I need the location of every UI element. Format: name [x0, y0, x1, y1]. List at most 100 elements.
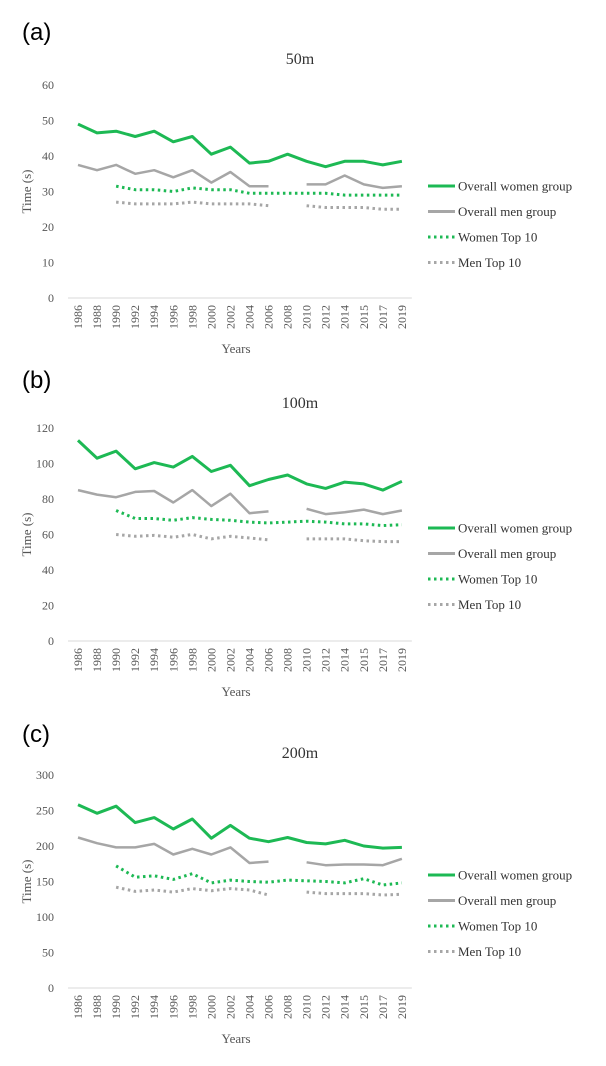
series-line-overall-women-group [76, 439, 403, 492]
y-tick-label: 150 [36, 875, 54, 889]
x-tick-label: 1986 [71, 648, 85, 672]
x-tick-label: 2012 [319, 995, 333, 1019]
y-tick-label: 30 [42, 185, 54, 199]
y-tick-label: 60 [42, 78, 54, 92]
y-axis-label: Time (s) [19, 513, 34, 557]
panel-letter: (c) [22, 721, 50, 748]
x-tick-label: 1998 [185, 648, 199, 672]
x-tick-label: 2019 [395, 305, 409, 329]
x-tick-label: 1992 [128, 648, 142, 672]
y-tick-label: 0 [48, 981, 54, 995]
x-tick-label: 2008 [281, 995, 295, 1019]
x-tick-label: 2019 [395, 995, 409, 1019]
chart-panel-2: (b) 100m 0 20 40 60 80 100 120 Time (s) 1986 1988 19… [19, 367, 572, 699]
panel-letter: (b) [22, 367, 51, 394]
legend-label: Women Top 10 [458, 919, 537, 934]
y-tick-label: 250 [36, 804, 54, 818]
y-tick-label: 20 [42, 220, 54, 234]
y-tick-label: 40 [42, 149, 54, 163]
x-tick-label: 1998 [185, 995, 199, 1019]
x-tick-label: 2012 [319, 648, 333, 672]
series-line-men-top-10 [306, 204, 402, 211]
chart-title: 200m [282, 745, 319, 762]
x-tick-label: 2006 [262, 648, 276, 672]
x-tick-label: 2014 [338, 305, 352, 329]
x-tick-label: 1992 [128, 305, 142, 329]
x-tick-label: 2008 [281, 648, 295, 672]
y-tick-label: 0 [48, 634, 54, 648]
series-line-men-top-10 [115, 533, 269, 542]
y-tick-label: 300 [36, 768, 54, 782]
x-tick-label: 2004 [242, 305, 256, 329]
y-tick-label: 10 [42, 256, 54, 270]
x-tick-label: 2004 [242, 995, 256, 1019]
panel-letter: (a) [22, 19, 51, 46]
x-tick-label: 2015 [357, 305, 371, 329]
series-line-overall-men-group [306, 174, 403, 190]
x-axis-label: Years [221, 684, 250, 699]
x-tick-label: 2015 [357, 648, 371, 672]
series-line-overall-men-group [306, 507, 403, 516]
x-tick-label: 1988 [90, 305, 104, 329]
legend-label: Women Top 10 [458, 572, 537, 587]
x-tick-label: 2012 [319, 305, 333, 329]
x-tick-label: 1996 [166, 648, 180, 672]
x-tick-label: 1998 [185, 305, 199, 329]
y-axis-label: Time (s) [19, 860, 34, 904]
x-tick-label: 2006 [262, 305, 276, 329]
x-tick-label: 2014 [338, 995, 352, 1019]
series-line-overall-women-group [77, 803, 402, 850]
x-tick-label: 2000 [204, 648, 218, 672]
legend-label: Men Top 10 [458, 597, 521, 612]
series-line-men-top-10 [115, 885, 269, 897]
legend-label: Overall women group [458, 521, 572, 536]
x-tick-label: 1994 [147, 995, 161, 1019]
series-line-women-top-10 [115, 864, 403, 887]
chart-panel-1: (a) 50m 0 10 20 30 40 50 60 Time (s) 1986 1988 1990 1… [19, 19, 572, 356]
legend-label: Overall women group [458, 179, 572, 194]
y-tick-label: 100 [36, 910, 54, 924]
series-line-overall-men-group [77, 836, 269, 865]
x-tick-label: 2000 [204, 305, 218, 329]
x-tick-label: 1988 [90, 648, 104, 672]
x-tick-label: 2002 [223, 995, 237, 1019]
x-tick-label: 1986 [71, 305, 85, 329]
x-tick-label: 2010 [300, 305, 314, 329]
series-line-women-top-10 [115, 509, 402, 528]
y-tick-label: 40 [42, 563, 54, 577]
x-tick-label: 2010 [300, 648, 314, 672]
legend-label: Women Top 10 [458, 230, 537, 245]
x-tick-label: 2004 [242, 648, 256, 672]
x-tick-label: 2006 [262, 995, 276, 1019]
y-tick-label: 60 [42, 528, 54, 542]
x-tick-label: 1992 [128, 995, 142, 1019]
x-tick-label: 1986 [71, 995, 85, 1019]
series-line-men-top-10 [115, 200, 269, 208]
x-tick-label: 2017 [376, 305, 390, 329]
x-tick-label: 1990 [109, 995, 123, 1019]
x-tick-label: 2019 [395, 648, 409, 672]
y-tick-label: 50 [42, 114, 54, 128]
series-line-overall-men-group [77, 488, 269, 515]
legend-label: Men Top 10 [458, 255, 521, 270]
x-tick-label: 1994 [147, 305, 161, 329]
x-tick-label: 2017 [376, 648, 390, 672]
x-tick-label: 2002 [223, 648, 237, 672]
x-tick-label: 2017 [376, 995, 390, 1019]
legend-label: Men Top 10 [458, 944, 521, 959]
y-tick-label: 120 [36, 421, 54, 435]
y-tick-label: 100 [36, 457, 54, 471]
chart-title: 50m [286, 51, 315, 68]
x-tick-label: 2014 [338, 648, 352, 672]
y-tick-label: 200 [36, 839, 54, 853]
legend-label: Overall men group [458, 546, 556, 561]
x-tick-label: 1990 [109, 648, 123, 672]
series-line-women-top-10 [115, 184, 402, 197]
x-tick-label: 1996 [166, 995, 180, 1019]
x-tick-label: 1988 [90, 995, 104, 1019]
x-axis-label: Years [221, 341, 250, 356]
series-line-men-top-10 [306, 890, 402, 897]
chart-panel-3: (c) 200m 0 50 100 150 200 250 300 Time (s) 1986 198… [19, 721, 572, 1046]
x-tick-label: 2010 [300, 995, 314, 1019]
y-tick-label: 0 [48, 291, 54, 305]
